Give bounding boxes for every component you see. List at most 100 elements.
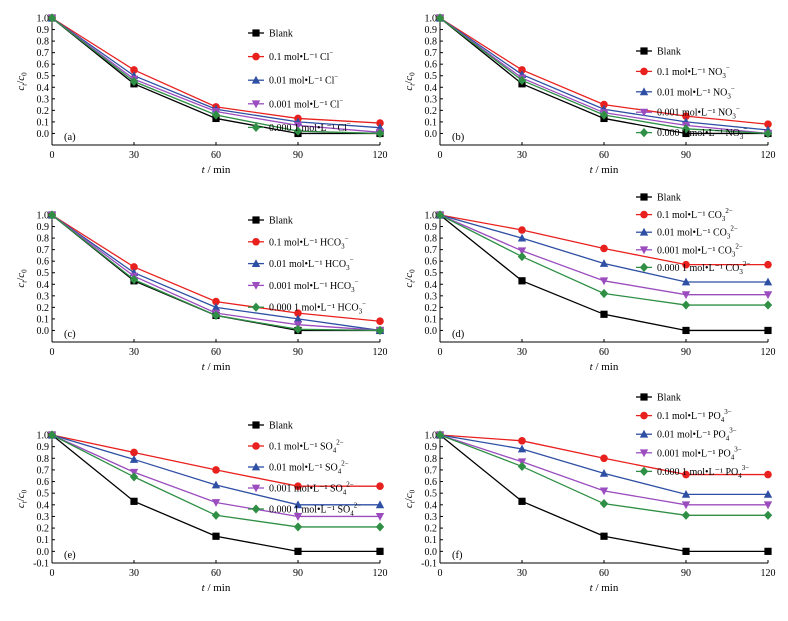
legend-marker [251, 504, 261, 514]
data-point [130, 497, 138, 505]
x-tick-label: 60 [211, 347, 221, 358]
data-point [211, 499, 221, 507]
data-point [763, 510, 773, 520]
panel-label: (b) [452, 132, 465, 143]
data-point [600, 532, 608, 540]
legend-entry-5: 0.000 1 mol•L⁻¹ Cl− [269, 120, 351, 134]
y-tick-label: 0.3 [425, 291, 438, 302]
data-point [764, 470, 772, 479]
data-point [682, 112, 690, 120]
data-point [682, 129, 690, 138]
legend-entry-4: 0.001 mol•L⁻¹ CO32− [657, 242, 743, 258]
y-axis-label: ct/c0 [15, 489, 29, 508]
data-point [682, 547, 690, 555]
y-tick-label: 0.3 [425, 94, 438, 105]
y-tick-label: 0.8 [425, 234, 438, 245]
y-axis-label: ct/c0 [403, 489, 417, 508]
x-tick-label: 30 [517, 347, 527, 358]
data-point [763, 277, 773, 286]
y-tick-label: 0.0 [37, 129, 50, 140]
data-point [293, 513, 303, 521]
y-tick-label: 0.7 [37, 465, 50, 476]
y-tick-label: 0.7 [425, 465, 438, 476]
y-tick-label: 0.7 [425, 48, 438, 59]
x-tick-label: 90 [681, 347, 691, 358]
data-point [293, 324, 303, 334]
legend-entry-5: 0.000 1 mol•L⁻¹ HCO3− [269, 300, 366, 316]
y-tick-label: 0.3 [37, 94, 50, 105]
data-point [681, 277, 691, 286]
y-tick-label: 0.5 [425, 489, 438, 500]
legend-entry-4: 0.001 mol•L⁻¹ SO42− [269, 481, 354, 497]
legend-marker [640, 210, 648, 219]
y-tick-label: 0.5 [37, 71, 50, 82]
y-tick-label: 0.8 [37, 454, 50, 465]
x-tick-label: 90 [681, 150, 691, 161]
y-tick-label: 1.0 [425, 211, 438, 222]
legend-marker [252, 29, 260, 37]
y-tick-label: 1.0 [37, 14, 50, 25]
x-tick-label: 30 [517, 568, 527, 579]
data-point [764, 120, 772, 129]
data-point [763, 128, 773, 139]
y-tick-label: 0.9 [37, 25, 50, 36]
data-point [294, 309, 302, 317]
data-point [293, 522, 303, 532]
data-point [600, 244, 608, 253]
legend-entry-5: 0.000 1 mol•L⁻¹ PO43− [657, 464, 749, 480]
y-tick-label: 0.6 [425, 257, 438, 268]
x-tick-label: 120 [761, 347, 776, 358]
legend-entry-5: 0.000 1 mol•L⁻¹ CO32− [657, 260, 750, 276]
y-tick-label: 0.8 [425, 37, 438, 48]
legend-marker [639, 108, 649, 117]
legend-entry-3: 0.01 mol•L⁻¹ SO42− [269, 460, 349, 476]
data-point [764, 260, 772, 269]
y-tick-label: 0.4 [37, 280, 50, 291]
data-point [763, 501, 773, 510]
y-tick-label: 0.5 [37, 268, 50, 279]
panel-label: (d) [452, 329, 465, 340]
legend-entry-2: 0.1 mol•L⁻¹ NO3− [657, 64, 730, 80]
y-tick-label: 0.2 [425, 106, 438, 117]
legend-marker [639, 449, 649, 458]
data-point [517, 461, 527, 472]
data-point [375, 500, 385, 509]
legend-entry-1: Blank [657, 47, 681, 58]
data-point [763, 489, 773, 498]
data-point [211, 510, 221, 520]
x-tick-label: 60 [211, 568, 221, 579]
legend-marker [252, 52, 260, 61]
legend-entry-1: Blank [269, 216, 293, 227]
legend-marker [639, 87, 649, 96]
data-point [763, 291, 773, 300]
data-point [517, 233, 527, 242]
data-point [47, 210, 57, 220]
data-point [681, 501, 691, 510]
legend-entry-4: 0.001 mol•L⁻¹ HCO3− [269, 278, 359, 294]
y-tick-label: 0.6 [37, 477, 50, 488]
data-point [518, 437, 526, 445]
x-tick-label: 120 [373, 150, 388, 161]
legend-entry-1: Blank [657, 193, 681, 204]
x-axis-label: t / min [590, 582, 619, 594]
legend-marker [251, 462, 261, 471]
legend-entry-2: 0.1 mol•L⁻¹ PO43− [657, 408, 732, 424]
data-point [435, 430, 445, 440]
x-tick-label: 0 [50, 150, 55, 161]
y-tick-label: 1.0 [425, 14, 438, 25]
legend-marker [640, 193, 648, 201]
legend-entry-2: 0.1 mol•L⁻¹ SO42− [269, 439, 344, 455]
legend-entry-5: 0.000 1 mol•L⁻¹ SO42− [269, 502, 361, 518]
data-point [293, 121, 303, 130]
legend-marker [639, 246, 649, 255]
legend-marker [640, 411, 648, 420]
panel-label: (f) [452, 550, 463, 561]
y-tick-label: 0.6 [37, 60, 50, 71]
data-point [293, 500, 303, 509]
legend-marker [251, 100, 261, 109]
legend-marker [251, 282, 261, 290]
y-axis-label: ct/c0 [403, 269, 417, 288]
y-tick-label: 0.2 [425, 303, 438, 314]
legend-marker [251, 302, 261, 312]
data-point [129, 76, 139, 87]
